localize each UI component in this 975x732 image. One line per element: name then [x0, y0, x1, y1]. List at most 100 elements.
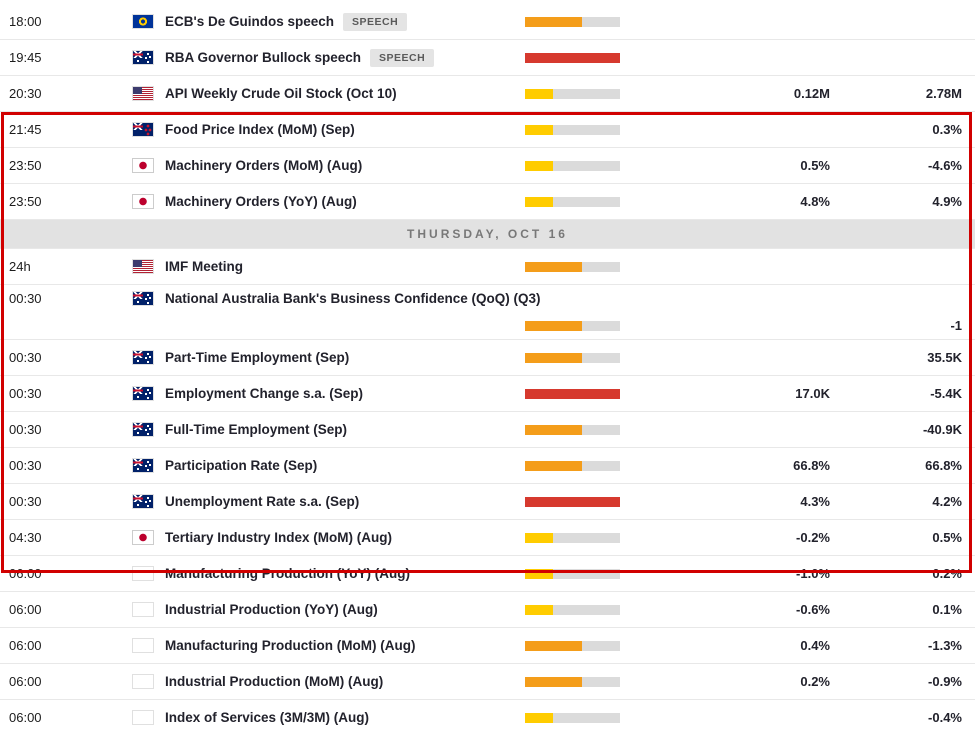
event-cell: Industrial Production (MoM) (Aug) — [162, 674, 518, 689]
event-cell: Manufacturing Production (MoM) (Aug) — [162, 638, 518, 653]
calendar-event-row[interactable]: 06:00 Manufacturing Production (MoM) (Au… — [0, 628, 975, 664]
event-name[interactable]: Employment Change s.a. (Sep) — [165, 386, 364, 401]
calendar-event-row[interactable]: 00:30 Part-Time Employment (Sep) 35.5K — [0, 340, 975, 376]
au-flag-icon — [133, 387, 153, 400]
event-time: 19:45 — [9, 50, 42, 65]
impact-cell — [518, 460, 625, 471]
event-time: 00:30 — [9, 494, 42, 509]
flag-cell — [130, 159, 162, 172]
impact-cell — [518, 604, 625, 615]
forecast-value: -1.0% — [796, 566, 830, 581]
event-name[interactable]: IMF Meeting — [165, 259, 243, 274]
event-time: 23:50 — [9, 158, 42, 173]
speech-badge: SPEECH — [343, 12, 408, 31]
calendar-event-row[interactable]: 06:00 Industrial Production (YoY) (Aug) … — [0, 592, 975, 628]
flag-cell — [130, 675, 162, 688]
calendar-event-row[interactable]: 18:00 ECB's De Guindos speech SPEECH — [0, 4, 975, 40]
previous-value: 0.2% — [932, 566, 962, 581]
forecast-value: 17.0K — [795, 386, 830, 401]
flag-cell — [130, 423, 162, 436]
event-cell: Unemployment Rate s.a. (Sep) — [162, 494, 518, 509]
calendar-event-row[interactable]: 21:45 Food Price Index (MoM) (Sep) 0.3% — [0, 112, 975, 148]
event-time: 21:45 — [9, 122, 42, 137]
calendar-event-row[interactable]: 23:50 Machinery Orders (MoM) (Aug) 0.5% … — [0, 148, 975, 184]
impact-bar-low — [525, 160, 620, 171]
event-name[interactable]: Index of Services (3M/3M) (Aug) — [165, 710, 370, 725]
calendar-event-row[interactable]: 00:30 National Australia Bank's Business… — [0, 285, 975, 340]
calendar-event-row[interactable]: 06:00 Index of Services (3M/3M) (Aug) -0… — [0, 700, 975, 732]
event-cell: Index of Services (3M/3M) (Aug) — [162, 710, 518, 725]
nz-flag-icon — [133, 123, 153, 136]
calendar-event-row[interactable]: 04:30 Tertiary Industry Index (MoM) (Aug… — [0, 520, 975, 556]
flag-cell — [130, 260, 162, 273]
event-time: 06:00 — [9, 602, 42, 617]
event-name[interactable]: Industrial Production (MoM) (Aug) — [165, 674, 384, 689]
event-name[interactable]: Tertiary Industry Index (MoM) (Aug) — [165, 530, 393, 545]
impact-bar-medium — [525, 424, 620, 435]
au-flag-icon — [133, 459, 153, 472]
event-time: 00:30 — [9, 458, 42, 473]
impact-bar-medium — [525, 640, 620, 651]
gb-flag-icon — [133, 711, 153, 724]
forecast-value: -0.2% — [796, 530, 830, 545]
previous-value: 35.5K — [927, 350, 962, 365]
event-name[interactable]: National Australia Bank's Business Confi… — [165, 291, 541, 306]
calendar-event-row[interactable]: 06:00 Industrial Production (MoM) (Aug) … — [0, 664, 975, 700]
au-flag-icon — [133, 423, 153, 436]
calendar-event-row[interactable]: 06:00 Manufacturing Production (YoY) (Au… — [0, 556, 975, 592]
flag-cell — [130, 195, 162, 208]
event-time: 20:30 — [9, 86, 42, 101]
impact-bar-low — [525, 712, 620, 723]
us-flag-icon — [133, 260, 153, 273]
event-time: 00:30 — [9, 422, 42, 437]
calendar-event-row[interactable]: 00:30 Employment Change s.a. (Sep) 17.0K… — [0, 376, 975, 412]
au-flag-icon — [133, 292, 153, 305]
event-name[interactable]: Unemployment Rate s.a. (Sep) — [165, 494, 360, 509]
event-name[interactable]: Participation Rate (Sep) — [165, 458, 318, 473]
forecast-value: 4.3% — [800, 494, 830, 509]
event-name[interactable]: Food Price Index (MoM) (Sep) — [165, 122, 355, 137]
impact-bar-fill — [525, 88, 553, 99]
impact-bar-fill — [525, 568, 553, 579]
calendar-event-row[interactable]: 00:30 Unemployment Rate s.a. (Sep) 4.3% … — [0, 484, 975, 520]
us-flag-icon — [133, 87, 153, 100]
flag-cell — [130, 387, 162, 400]
previous-value: -5.4K — [930, 386, 962, 401]
event-cell: IMF Meeting — [162, 259, 518, 274]
calendar-event-row[interactable]: 20:30 API Weekly Crude Oil Stock (Oct 10… — [0, 76, 975, 112]
calendar-event-row[interactable]: 00:30 Full-Time Employment (Sep) -40.9K — [0, 412, 975, 448]
impact-bar-fill — [525, 352, 582, 363]
speech-badge: SPEECH — [370, 48, 435, 67]
event-name[interactable]: Manufacturing Production (MoM) (Aug) — [165, 638, 416, 653]
event-cell: Machinery Orders (YoY) (Aug) — [162, 194, 518, 209]
forecast-value: 0.4% — [800, 638, 830, 653]
flag-cell — [130, 495, 162, 508]
calendar-event-row[interactable]: 23:50 Machinery Orders (YoY) (Aug) 4.8% … — [0, 184, 975, 220]
calendar-event-row[interactable]: 24h IMF Meeting — [0, 249, 975, 285]
event-name[interactable]: Full-Time Employment (Sep) — [165, 422, 348, 437]
impact-bar-fill — [525, 52, 620, 63]
event-name[interactable]: RBA Governor Bullock speech — [165, 50, 362, 65]
calendar-event-row[interactable]: 19:45 RBA Governor Bullock speech SPEECH — [0, 40, 975, 76]
event-name[interactable]: Machinery Orders (YoY) (Aug) — [165, 194, 357, 209]
flag-cell — [130, 292, 162, 305]
event-name[interactable]: API Weekly Crude Oil Stock (Oct 10) — [165, 86, 397, 101]
impact-bar-fill — [525, 160, 553, 171]
event-time: 06:00 — [9, 638, 42, 653]
event-time: 24h — [9, 259, 31, 274]
flag-cell — [130, 567, 162, 580]
impact-cell — [518, 124, 625, 135]
impact-bar-fill — [525, 196, 553, 207]
impact-bar-low — [525, 88, 620, 99]
impact-bar-fill — [525, 496, 620, 507]
event-name[interactable]: Machinery Orders (MoM) (Aug) — [165, 158, 363, 173]
calendar-event-row[interactable]: 00:30 Participation Rate (Sep) 66.8% 66.… — [0, 448, 975, 484]
event-name[interactable]: Manufacturing Production (YoY) (Aug) — [165, 566, 410, 581]
event-name[interactable]: Part-Time Employment (Sep) — [165, 350, 350, 365]
impact-bar-fill — [525, 712, 553, 723]
event-time: 00:30 — [9, 350, 42, 365]
impact-cell — [518, 160, 625, 171]
event-name[interactable]: ECB's De Guindos speech — [165, 14, 335, 29]
event-name[interactable]: Industrial Production (YoY) (Aug) — [165, 602, 378, 617]
impact-bar-low — [525, 196, 620, 207]
